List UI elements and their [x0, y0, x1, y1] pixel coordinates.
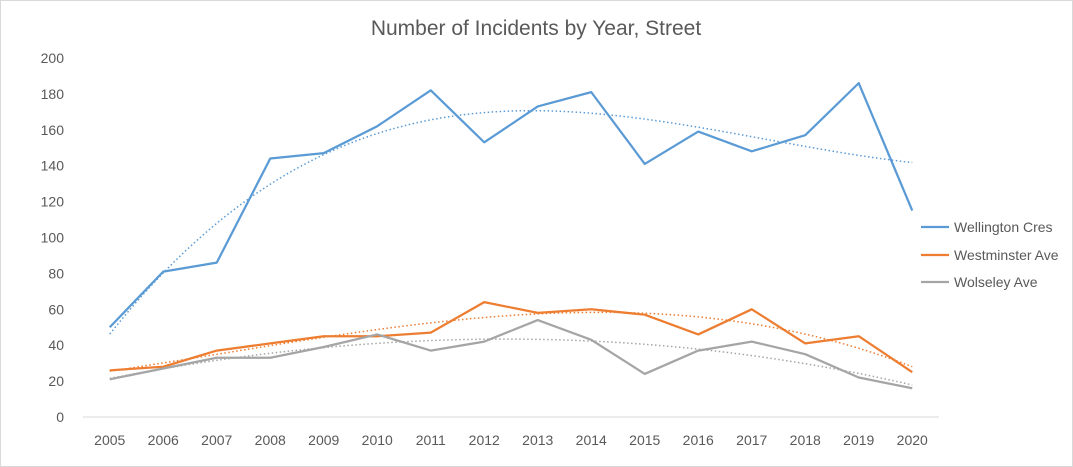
- y-axis-ticks: 0 20 40 60 80 100 120 140 160 180 200: [41, 50, 65, 425]
- trendline-westminster-ave: [109, 311, 913, 372]
- data-point-westminster-ave: [536, 311, 540, 315]
- data-point-wellington-cres: [161, 270, 165, 274]
- x-tick-label: 2010: [362, 432, 393, 448]
- data-point-westminster-ave: [643, 313, 647, 317]
- data-point-wolseley-ave: [536, 318, 540, 322]
- x-axis: 2005 2006 2007 2008 2009 2010 2011 2012 2013 2014…: [83, 416, 939, 448]
- y-tick-label: 0: [56, 409, 64, 425]
- x-tick-label: 2008: [255, 432, 286, 448]
- data-point-wolseley-ave: [161, 367, 165, 371]
- x-tick-label: 2015: [629, 432, 660, 448]
- data-point-wolseley-ave: [643, 372, 647, 376]
- data-point-wellington-cres: [536, 104, 540, 108]
- legend-label-westminster-ave: Westminster Ave: [954, 247, 1059, 263]
- data-point-wolseley-ave: [803, 352, 807, 356]
- x-tick-label: 2018: [790, 432, 821, 448]
- data-point-wellington-cres: [750, 149, 754, 153]
- x-tick-label: 2011: [416, 432, 446, 448]
- x-tick-label: 2012: [469, 432, 500, 448]
- data-point-wellington-cres: [589, 90, 593, 94]
- data-point-westminster-ave: [482, 300, 486, 304]
- data-point-wellington-cres: [482, 140, 486, 144]
- x-tick-label: 2009: [308, 432, 339, 448]
- chart-title: Number of Incidents by Year, Street: [371, 17, 702, 40]
- series-line-wellington-cres: [108, 82, 914, 329]
- y-tick-label: 100: [41, 230, 65, 246]
- x-tick-label: 2013: [522, 432, 553, 448]
- data-point-westminster-ave: [322, 334, 326, 338]
- data-point-wellington-cres: [108, 325, 112, 329]
- data-point-wolseley-ave: [268, 356, 272, 360]
- x-tick-label: 2007: [201, 432, 232, 448]
- data-point-wellington-cres: [375, 124, 379, 128]
- x-tick-label: 2016: [683, 432, 714, 448]
- y-tick-label: 160: [41, 122, 65, 138]
- y-tick-label: 120: [41, 194, 65, 210]
- data-point-westminster-ave: [589, 307, 593, 311]
- x-tick-label: 2005: [94, 432, 125, 448]
- legend-label-wellington-cres: Wellington Cres: [954, 219, 1053, 235]
- legend: Wellington Cres Westminster Ave Wolseley A…: [921, 219, 1059, 290]
- data-point-westminster-ave: [696, 332, 700, 336]
- data-point-wolseley-ave: [589, 338, 593, 342]
- data-point-wolseley-ave: [429, 349, 433, 353]
- data-point-wolseley-ave: [375, 332, 379, 336]
- data-point-wellington-cres: [910, 209, 914, 213]
- data-point-wolseley-ave: [696, 349, 700, 353]
- series-line-wolseley-ave: [109, 318, 913, 390]
- data-point-wolseley-ave: [108, 377, 112, 381]
- data-point-wellington-cres: [268, 157, 272, 161]
- legend-label-wolseley-ave: Wolseley Ave: [954, 274, 1038, 290]
- data-point-wellington-cres: [696, 130, 700, 134]
- x-tick-label: 2020: [897, 432, 928, 448]
- data-point-wellington-cres: [215, 261, 219, 265]
- data-point-westminster-ave: [750, 307, 754, 311]
- data-point-wellington-cres: [803, 133, 807, 137]
- y-tick-label: 60: [48, 301, 64, 317]
- trendlines: [109, 109, 913, 386]
- data-point-wolseley-ave: [482, 340, 486, 344]
- data-point-wellington-cres: [643, 162, 647, 166]
- y-tick-label: 140: [41, 158, 65, 174]
- data-point-wolseley-ave: [322, 345, 326, 349]
- trendline-wellington-cres: [109, 109, 913, 335]
- data-point-westminster-ave: [268, 341, 272, 345]
- x-tick-label: 2014: [576, 432, 607, 448]
- data-point-westminster-ave: [803, 341, 807, 345]
- series-lines: [108, 81, 914, 390]
- y-tick-label: 20: [48, 373, 64, 389]
- y-tick-label: 200: [41, 50, 65, 66]
- data-point-wolseley-ave: [215, 356, 219, 360]
- data-point-wolseley-ave: [857, 376, 861, 380]
- y-tick-label: 80: [48, 265, 64, 281]
- trendline-wolseley-ave: [109, 338, 913, 386]
- data-point-wolseley-ave: [750, 340, 754, 344]
- x-tick-label: 2006: [148, 432, 179, 448]
- y-tick-label: 180: [41, 86, 65, 102]
- data-point-westminster-ave: [857, 334, 861, 338]
- x-tick-label: 2019: [843, 432, 874, 448]
- data-point-wolseley-ave: [910, 386, 914, 390]
- series-line-westminster-ave: [109, 300, 913, 374]
- data-point-westminster-ave: [910, 370, 914, 374]
- data-point-westminster-ave: [215, 349, 219, 353]
- data-point-westminster-ave: [108, 368, 112, 372]
- data-point-wellington-cres: [857, 81, 861, 85]
- y-tick-label: 40: [48, 337, 64, 353]
- x-tick-label: 2017: [736, 432, 767, 448]
- data-point-wellington-cres: [322, 151, 326, 155]
- data-point-wellington-cres: [429, 88, 433, 92]
- data-point-westminster-ave: [429, 331, 433, 335]
